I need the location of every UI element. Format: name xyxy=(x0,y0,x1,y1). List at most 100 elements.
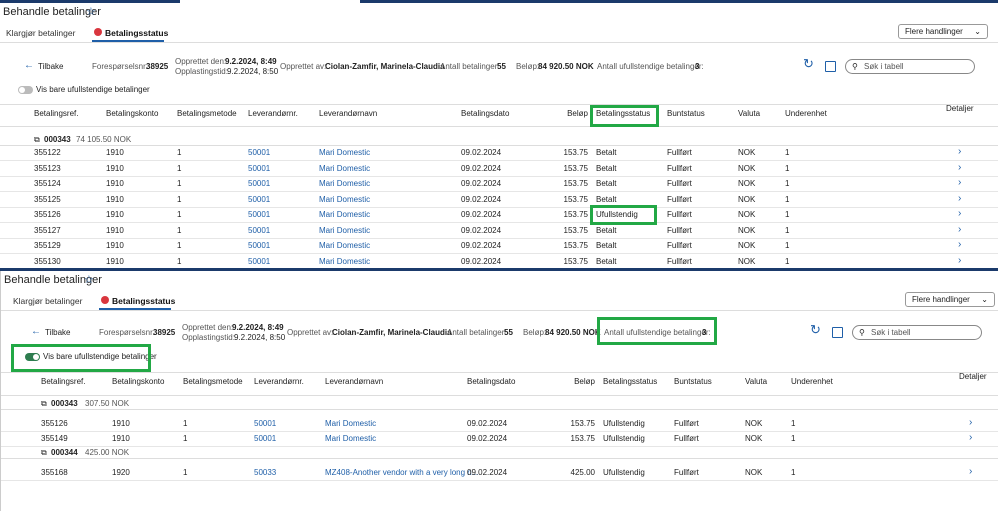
cell: Fullført xyxy=(667,210,692,220)
column-header[interactable]: Buntstatus xyxy=(674,377,712,387)
favorite-star[interactable]: ☆ xyxy=(84,275,94,285)
error-icon xyxy=(94,28,102,36)
table-border xyxy=(0,104,998,105)
cell-link[interactable]: 50001 xyxy=(248,179,270,189)
highlight xyxy=(11,344,151,372)
cell-link[interactable]: 50001 xyxy=(248,164,270,174)
cell-link[interactable]: MZ408-Another vendor with a very long n.… xyxy=(325,468,478,478)
label: Antall betalinger: xyxy=(440,62,500,72)
search-input[interactable]: ⚲Søk i tabell xyxy=(845,59,975,74)
column-header[interactable]: Betalingsref. xyxy=(41,377,85,387)
column-header[interactable]: Betalingsdato xyxy=(467,377,515,387)
column-header[interactable]: Beløp xyxy=(528,109,588,119)
toggle[interactable] xyxy=(18,86,33,94)
cell-link[interactable]: 50001 xyxy=(248,195,270,205)
column-header[interactable]: Betalingsdato xyxy=(461,109,509,119)
cell-link[interactable]: 50001 xyxy=(248,226,270,236)
cell-link[interactable]: Mari Domestic xyxy=(319,226,370,236)
cell-link[interactable]: Mari Domestic xyxy=(319,257,370,267)
column-header[interactable]: Betalingskonto xyxy=(106,109,158,119)
cell-link[interactable]: Mari Domestic xyxy=(319,210,370,220)
column-header[interactable]: Valuta xyxy=(745,377,767,387)
cell-link[interactable]: Mari Domestic xyxy=(319,164,370,174)
search-input[interactable]: ⚲Søk i tabell xyxy=(852,325,982,340)
cell: 1 xyxy=(785,195,789,205)
columns-icon[interactable] xyxy=(825,61,836,72)
cell-link[interactable]: Mari Domestic xyxy=(319,241,370,251)
column-header[interactable]: Detaljer xyxy=(959,372,989,382)
row-border xyxy=(1,446,998,447)
cell-link[interactable]: 50001 xyxy=(254,434,276,444)
more-actions-button[interactable]: Flere handlinger ⌄ xyxy=(905,292,995,307)
details-chevron[interactable]: › xyxy=(958,163,961,173)
panel: Behandle betalinger☆Klargjør betalingerB… xyxy=(0,0,998,268)
details-chevron[interactable]: › xyxy=(969,467,972,477)
column-header[interactable]: Betalingskonto xyxy=(112,377,164,387)
back-link[interactable]: Tilbake xyxy=(38,62,64,72)
cell-link[interactable]: Mari Domestic xyxy=(325,434,376,444)
cell-link[interactable]: 50001 xyxy=(254,419,276,429)
cell-link[interactable]: Mari Domestic xyxy=(319,179,370,189)
column-header[interactable]: Buntstatus xyxy=(667,109,705,119)
columns-icon[interactable] xyxy=(832,327,843,338)
column-header[interactable]: Underenhet xyxy=(791,377,833,387)
column-header[interactable]: Betalingsstatus xyxy=(603,377,657,387)
column-header[interactable]: Betalingsref. xyxy=(34,109,78,119)
column-header[interactable]: Betalingsmetode xyxy=(177,109,237,119)
highlight xyxy=(590,205,657,225)
cell: 1910 xyxy=(112,419,130,429)
tab[interactable]: Klargjør betalinger xyxy=(13,296,82,306)
back-link[interactable]: Tilbake xyxy=(45,328,71,338)
cell-link[interactable]: Mari Domestic xyxy=(319,195,370,205)
more-actions-button[interactable]: Flere handlinger ⌄ xyxy=(898,24,988,39)
cell: 09.02.2024 xyxy=(467,434,507,444)
back-arrow[interactable]: ← xyxy=(24,61,34,71)
details-chevron[interactable]: › xyxy=(958,178,961,188)
details-chevron[interactable]: › xyxy=(958,209,961,219)
cell-link[interactable]: 50001 xyxy=(248,257,270,267)
cell-link[interactable]: 50001 xyxy=(248,148,270,158)
column-header[interactable]: Leverandørnr. xyxy=(248,109,298,119)
group-icon: ⧉ xyxy=(34,135,40,145)
column-header[interactable]: Leverandørnr. xyxy=(254,377,304,387)
cell-link[interactable]: Mari Domestic xyxy=(319,148,370,158)
tab-active[interactable]: Betalingsstatus xyxy=(105,28,168,38)
column-header[interactable]: Leverandørnavn xyxy=(325,377,383,387)
cell: Betalt xyxy=(596,164,616,174)
cell: 355130 xyxy=(34,257,61,267)
back-arrow[interactable]: ← xyxy=(31,327,41,337)
refresh-icon[interactable]: ↻ xyxy=(803,59,814,69)
cell: 355129 xyxy=(34,241,61,251)
details-chevron[interactable]: › xyxy=(958,256,961,266)
value: 38925 xyxy=(146,62,168,72)
details-chevron[interactable]: › xyxy=(958,225,961,235)
cell: 355125 xyxy=(34,195,61,205)
details-chevron[interactable]: › xyxy=(969,433,972,443)
cell-link[interactable]: 50033 xyxy=(254,468,276,478)
row-border xyxy=(1,480,998,481)
tab[interactable]: Klargjør betalinger xyxy=(6,28,75,38)
details-chevron[interactable]: › xyxy=(958,194,961,204)
column-header[interactable]: Detaljer xyxy=(946,104,976,114)
value: 84 920.50 NOK xyxy=(545,328,601,338)
details-chevron[interactable]: › xyxy=(969,418,972,428)
details-chevron[interactable]: › xyxy=(958,240,961,250)
label: Opprettet den: xyxy=(182,323,233,333)
column-header[interactable]: Betalingsmetode xyxy=(183,377,243,387)
cell: 153.75 xyxy=(535,419,595,429)
favorite-star[interactable]: ☆ xyxy=(86,7,96,17)
column-header[interactable]: Beløp xyxy=(535,377,595,387)
button-label: Flere handlinger xyxy=(912,295,970,304)
column-header[interactable]: Leverandørnavn xyxy=(319,109,377,119)
cell-link[interactable]: 50001 xyxy=(248,241,270,251)
tab-active[interactable]: Betalingsstatus xyxy=(112,296,175,306)
refresh-icon[interactable]: ↻ xyxy=(810,325,821,335)
cell: Betalt xyxy=(596,257,616,267)
column-header[interactable]: Valuta xyxy=(738,109,760,119)
details-chevron[interactable]: › xyxy=(958,147,961,157)
cell: 1 xyxy=(785,179,789,189)
cell: Fullført xyxy=(667,148,692,158)
cell-link[interactable]: 50001 xyxy=(248,210,270,220)
column-header[interactable]: Underenhet xyxy=(785,109,827,119)
cell-link[interactable]: Mari Domestic xyxy=(325,419,376,429)
